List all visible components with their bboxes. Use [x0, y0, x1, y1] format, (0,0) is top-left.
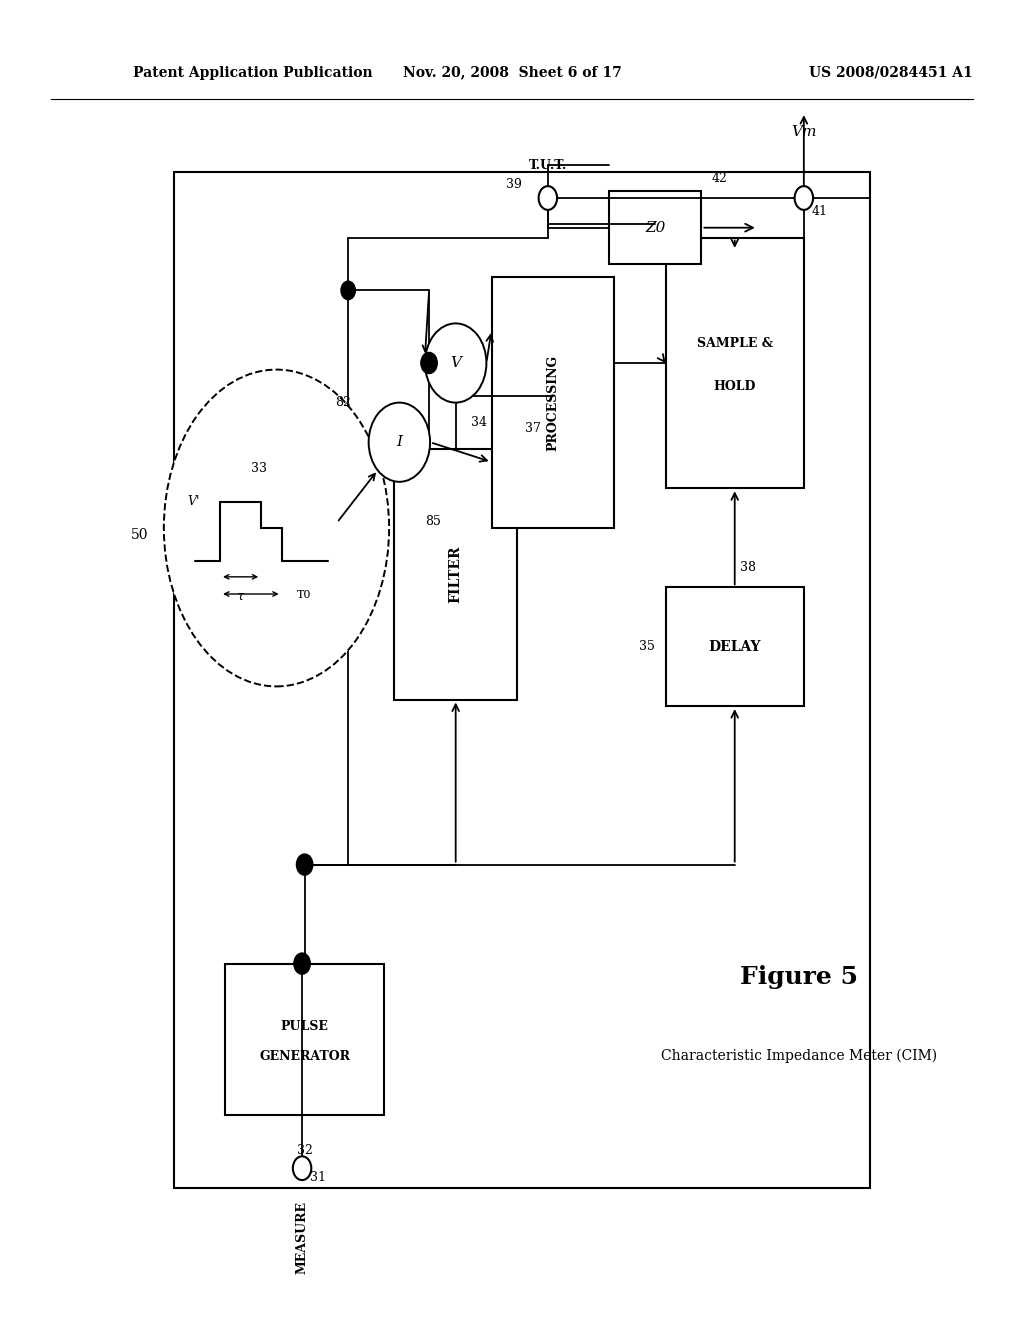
Circle shape: [425, 323, 486, 403]
Circle shape: [341, 281, 355, 300]
Text: 82: 82: [335, 396, 351, 409]
Text: $\tau$: $\tau$: [236, 590, 246, 603]
Text: Characteristic Impedance Meter (CIM): Characteristic Impedance Meter (CIM): [660, 1049, 937, 1063]
Circle shape: [795, 186, 813, 210]
Text: T0: T0: [297, 590, 311, 601]
Bar: [666, 238, 804, 488]
Circle shape: [539, 186, 557, 210]
Text: MEASURE: MEASURE: [296, 1201, 308, 1274]
Text: 31: 31: [310, 1171, 327, 1184]
Bar: [394, 449, 517, 700]
Circle shape: [421, 352, 437, 374]
Text: 38: 38: [739, 561, 756, 574]
Ellipse shape: [164, 370, 389, 686]
Text: GENERATOR: GENERATOR: [259, 1051, 350, 1063]
Bar: [174, 172, 870, 1188]
Text: PULSE: PULSE: [281, 1020, 329, 1032]
Circle shape: [297, 854, 313, 875]
Text: FILTER: FILTER: [449, 545, 463, 603]
Text: US 2008/0284451 A1: US 2008/0284451 A1: [809, 66, 973, 79]
Text: Z0: Z0: [645, 220, 666, 235]
Text: V: V: [451, 356, 461, 370]
Bar: [666, 587, 804, 706]
Circle shape: [294, 953, 310, 974]
Text: 39: 39: [506, 178, 522, 191]
Circle shape: [293, 1156, 311, 1180]
Bar: [492, 277, 614, 528]
Text: 41: 41: [812, 205, 828, 218]
Text: 35: 35: [639, 640, 655, 653]
Text: 32: 32: [297, 1144, 312, 1158]
Text: SAMPLE &: SAMPLE &: [696, 337, 773, 350]
Text: PROCESSING: PROCESSING: [547, 355, 559, 450]
Bar: [609, 191, 701, 264]
Text: I: I: [396, 436, 402, 449]
Text: Patent Application Publication: Patent Application Publication: [133, 66, 373, 79]
Text: Figure 5: Figure 5: [739, 965, 858, 989]
Text: 33: 33: [251, 462, 267, 475]
Text: T.U.T.: T.U.T.: [528, 158, 567, 172]
Bar: [225, 964, 384, 1115]
Text: V': V': [187, 495, 200, 508]
Text: 50: 50: [131, 528, 148, 541]
Circle shape: [369, 403, 430, 482]
Text: DELAY: DELAY: [709, 640, 761, 653]
Text: 34: 34: [471, 416, 487, 429]
Text: 42: 42: [712, 172, 728, 185]
Text: Nov. 20, 2008  Sheet 6 of 17: Nov. 20, 2008 Sheet 6 of 17: [402, 66, 622, 79]
Text: Vm: Vm: [792, 124, 816, 139]
Text: HOLD: HOLD: [714, 380, 756, 393]
Text: 85: 85: [425, 515, 441, 528]
Text: 37: 37: [524, 422, 541, 436]
